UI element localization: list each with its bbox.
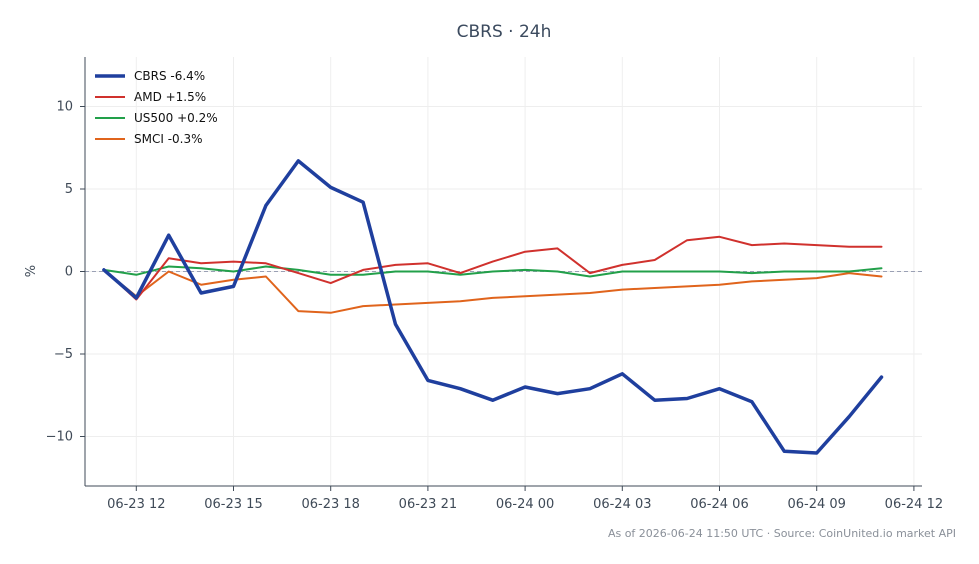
y-tick-label: 0 xyxy=(65,265,73,280)
series-line-amd xyxy=(102,235,883,301)
y-tick-label: 10 xyxy=(56,100,73,115)
series-line-cbrs xyxy=(102,159,884,455)
legend-label-smci: SMCI -0.3% xyxy=(134,132,203,146)
series-layer xyxy=(102,159,884,455)
x-tick-label: 06-23 18 xyxy=(301,497,359,512)
y-axis-label: % xyxy=(24,265,39,277)
legend-label-amd: AMD +1.5% xyxy=(134,90,206,104)
y-tick-label: 5 xyxy=(65,182,73,197)
chart-title: CBRS · 24h xyxy=(457,22,552,42)
footer-source: As of 2026-06-24 11:50 UTC · Source: Coi… xyxy=(608,527,956,540)
series-line-smci xyxy=(102,268,883,314)
x-tick-label: 06-24 00 xyxy=(496,497,554,512)
x-tick-label: 06-24 12 xyxy=(885,497,943,512)
x-tick-label: 06-23 12 xyxy=(107,497,165,512)
series-line-us500 xyxy=(102,265,883,278)
x-tick-label: 06-23 15 xyxy=(204,497,262,512)
x-tick-label: 06-24 06 xyxy=(690,497,748,512)
axes: 10 5 0 −5 −10 06-23 12 06-23 15 06-23 18 06-23 2… xyxy=(46,57,943,512)
x-tick-label: 06-24 09 xyxy=(787,497,845,512)
legend-label-cbrs: CBRS -6.4% xyxy=(134,69,205,83)
x-tick-label: 06-24 03 xyxy=(593,497,651,512)
legend-label-us500: US500 +0.2% xyxy=(134,111,218,125)
y-tick-label: −5 xyxy=(54,347,73,362)
legend: CBRS -6.4% AMD +1.5% US500 +0.2% SMCI -0.3% xyxy=(95,69,218,146)
y-tick-label: −10 xyxy=(46,430,73,445)
x-tick-label: 06-23 21 xyxy=(399,497,457,512)
